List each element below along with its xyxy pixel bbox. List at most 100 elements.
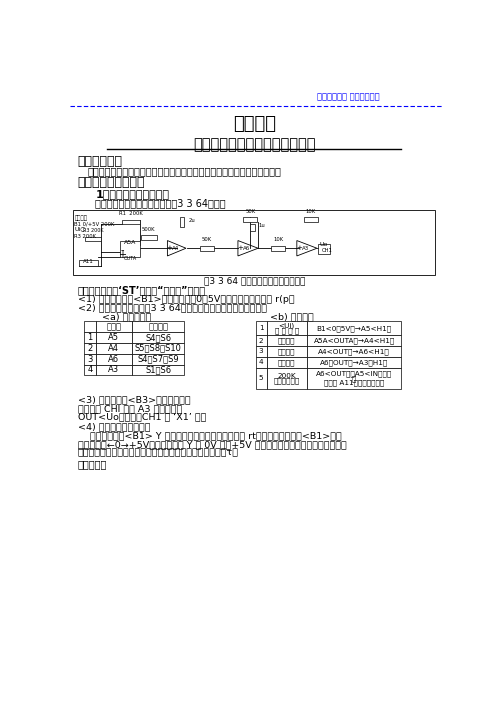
Text: A5A<OUTA）→A4<H1）: A5A<OUTA）→A4<H1） [313, 338, 395, 344]
Bar [79, 260, 98, 266]
Bar [123, 220, 139, 225]
Bar [307, 357, 401, 368]
Text: A5A: A5A [124, 239, 136, 244]
Text: 跨接反馈电阻: 跨接反馈电阻 [274, 378, 300, 384]
Text: A4: A4 [172, 246, 179, 251]
Bar [271, 246, 285, 251]
Text: 信号按钒（←0→+5V阶跃），观察 Y 从 0V 阶跃+5V 时被测系统的时域特性。等待一个完: 信号按钒（←0→+5V阶跃），观察 Y 从 0V 阶跃+5V 时被测系统的时域特… [77, 440, 346, 449]
Text: <3) 虚拟示波器<B3>的联接：示波: <3) 虚拟示波器<B3>的联接：示波 [77, 395, 190, 404]
Text: A5: A5 [109, 333, 120, 342]
Text: 将信号发生器<B1> Y 输出，施加于被测系统的输入端 rt，按下信号发生器<B1>阶跃: 将信号发生器<B1> Y 输出，施加于被测系统的输入端 rt，按下信号发生器<B… [77, 432, 341, 441]
Text: 1: 1 [259, 325, 263, 331]
Bar [267, 322, 307, 336]
Text: <2) 构造模拟电路：按图3 3 64安设短路套及测孔联线，表如下。: <2) 构造模拟电路：按图3 3 64安设短路套及测孔联线，表如下。 [77, 304, 266, 313]
Bar [84, 364, 96, 376]
Text: B1<0～5V）→A5<H1）: B1<0～5V）→A5<H1） [316, 325, 392, 331]
Text: 1．观察极点配置前系统: 1．观察极点配置前系统 [95, 190, 169, 199]
Text: A4: A4 [109, 344, 120, 353]
Bar [141, 235, 157, 240]
Text: 50K: 50K [202, 237, 212, 242]
Text: OUT<Uo）。注：CH1 选 ‘X1’ 档。: OUT<Uo）。注：CH1 选 ‘X1’ 档。 [77, 412, 206, 421]
Text: A3: A3 [108, 366, 120, 374]
Text: 信 号 输 入: 信 号 输 入 [275, 327, 299, 334]
Text: R3 200K: R3 200K [74, 234, 96, 239]
Bar [132, 322, 185, 332]
Text: A6（OUT）→A3（H1）: A6（OUT）→A3（H1） [320, 359, 388, 366]
Bar [180, 218, 185, 227]
Text: +: + [237, 245, 243, 251]
Bar [256, 368, 267, 389]
Bar [307, 336, 401, 346]
Text: 4: 4 [87, 366, 93, 374]
Text: A6<OUT）和A5<IN）之间: A6<OUT）和A5<IN）之间 [316, 371, 392, 377]
Bar [96, 364, 132, 376]
Text: 跳接座号: 跳接座号 [148, 322, 168, 331]
Text: 运放级联: 运放级联 [278, 359, 296, 366]
Text: S5、S8、S10: S5、S8、S10 [134, 344, 182, 353]
Bar [120, 241, 140, 258]
Text: 10K: 10K [273, 237, 283, 242]
Text: 运放级联: 运放级联 [278, 348, 296, 355]
Bar [307, 368, 401, 389]
Text: 实验步骤：注：‘ST’不能用“短路套”短接！: 实验步骤：注：‘ST’不能用“短路套”短接！ [77, 286, 206, 296]
Text: R1  200K: R1 200K [119, 211, 143, 216]
Text: -: - [121, 245, 124, 255]
Text: <1) 将信号发生器<B1>中的阶跃输出0～5V作为系统的信号输入 r(p。: <1) 将信号发生器<B1>中的阶跃输出0～5V作为系统的信号输入 r(p。 [77, 296, 294, 305]
Text: 2u: 2u [188, 218, 195, 223]
Text: 运放级联: 运放级联 [278, 338, 296, 344]
Text: 10K: 10K [306, 208, 316, 214]
Bar [318, 244, 330, 254]
Bar [96, 343, 132, 354]
Text: 实验报告: 实验报告 [233, 115, 276, 133]
Text: S1、S6: S1、S6 [145, 366, 171, 374]
Bar [73, 210, 435, 275]
Text: 一．实验要求: 一．实验要求 [77, 154, 123, 168]
Text: 了解和掌握状态反馈的原理，观察和分析极点配置后系统的阶跃响应曲线。: 了解和掌握状态反馈的原理，观察和分析极点配置后系统的阶跃响应曲线。 [88, 166, 281, 176]
Text: 器输入端 CHI 接到 A3 单元输出端: 器输入端 CHI 接到 A3 单元输出端 [77, 404, 182, 413]
Text: 阶跃信号: 阶跃信号 [74, 216, 87, 220]
Bar [200, 246, 214, 251]
Text: 个人资料整理 仅限学习使用: 个人资料整理 仅限学习使用 [317, 93, 380, 102]
Text: 二．实验内容及步骤: 二．实验内容及步骤 [77, 176, 145, 189]
Text: 1: 1 [87, 333, 93, 342]
Bar [256, 322, 267, 336]
Bar [307, 346, 401, 357]
Bar [256, 357, 267, 368]
Bar [84, 343, 96, 354]
Text: Uo: Uo [319, 242, 328, 247]
Text: 500K: 500K [142, 227, 156, 232]
Text: +: + [119, 250, 126, 260]
Bar [84, 332, 96, 343]
Text: A4<OUT）→A6<H1）: A4<OUT）→A6<H1） [318, 348, 390, 355]
Text: 实验图像：: 实验图像： [77, 460, 107, 470]
Text: 整的波形出来后，点击停止，然后移动游标测量其调节时间τ。: 整的波形出来后，点击停止，然后移动游标测量其调节时间τ。 [77, 449, 239, 458]
Text: 5: 5 [259, 376, 263, 381]
Bar [267, 368, 307, 389]
Bar [132, 343, 185, 354]
Bar [267, 336, 307, 346]
Text: 3: 3 [259, 348, 263, 355]
Text: 2: 2 [87, 344, 93, 353]
Text: OUTA: OUTA [124, 256, 137, 261]
Text: 50K: 50K [245, 208, 255, 214]
Text: <Ui): <Ui) [279, 323, 295, 329]
Text: 模块号: 模块号 [107, 322, 122, 331]
Bar [267, 346, 307, 357]
Bar [96, 322, 132, 332]
Text: 元件库 A11中可变电阻跨接: 元件库 A11中可变电阻跨接 [324, 380, 384, 386]
Text: 图3 3 64 极点配置前系统的模拟电路: 图3 3 64 极点配置前系统的模拟电路 [203, 276, 305, 285]
Text: 到: 到 [352, 375, 356, 382]
Bar [96, 332, 132, 343]
Bar [307, 322, 401, 336]
Text: A6: A6 [243, 246, 250, 251]
Text: 极点配置前系统的模拟电路见图3 3 64所示。: 极点配置前系统的模拟电路见图3 3 64所示。 [95, 199, 226, 208]
Bar [250, 224, 255, 232]
Text: 200K: 200K [277, 373, 296, 379]
Text: 2: 2 [259, 338, 263, 344]
Bar [244, 218, 257, 222]
Text: 4: 4 [259, 359, 263, 365]
Bar [96, 354, 132, 364]
Text: Ui○: Ui○ [74, 227, 86, 232]
Text: A6: A6 [108, 355, 120, 364]
Bar [304, 218, 318, 222]
